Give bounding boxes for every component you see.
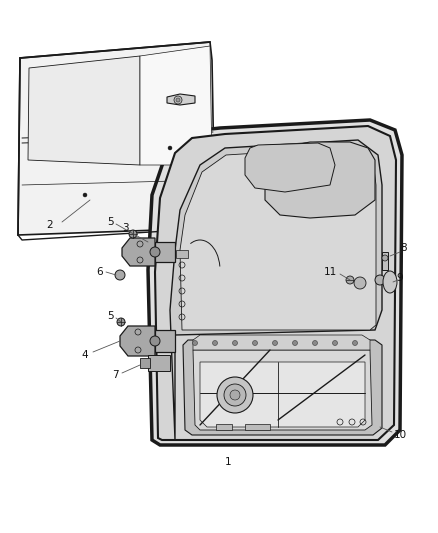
Circle shape — [212, 341, 218, 345]
Circle shape — [375, 275, 385, 285]
Polygon shape — [180, 147, 376, 330]
Circle shape — [129, 230, 137, 238]
Text: 7: 7 — [112, 370, 118, 380]
Circle shape — [176, 98, 180, 102]
Bar — [140, 358, 150, 368]
Polygon shape — [193, 335, 370, 350]
Circle shape — [354, 277, 366, 289]
Bar — [148, 355, 170, 371]
Text: 11: 11 — [323, 267, 337, 277]
Polygon shape — [200, 362, 365, 427]
Text: 2: 2 — [47, 220, 53, 230]
Circle shape — [150, 247, 160, 257]
Polygon shape — [28, 56, 140, 165]
Circle shape — [252, 341, 258, 345]
Text: 6: 6 — [97, 267, 103, 277]
Polygon shape — [167, 94, 195, 105]
Circle shape — [233, 341, 237, 345]
Text: 9: 9 — [397, 273, 403, 283]
Circle shape — [150, 336, 160, 346]
Polygon shape — [122, 238, 155, 266]
Polygon shape — [363, 420, 380, 430]
Text: 4: 4 — [82, 350, 88, 360]
Text: 10: 10 — [393, 430, 406, 440]
Circle shape — [168, 146, 172, 150]
Circle shape — [230, 390, 240, 400]
Circle shape — [217, 377, 253, 413]
Polygon shape — [216, 424, 232, 430]
Circle shape — [192, 341, 198, 345]
Circle shape — [332, 341, 338, 345]
Polygon shape — [245, 143, 335, 192]
Circle shape — [312, 341, 318, 345]
Text: 3: 3 — [122, 223, 128, 233]
Text: 1: 1 — [225, 457, 231, 467]
Circle shape — [115, 270, 125, 280]
Text: 8: 8 — [401, 243, 407, 253]
Circle shape — [293, 341, 297, 345]
Bar — [176, 250, 188, 258]
Polygon shape — [120, 326, 155, 356]
Circle shape — [224, 384, 246, 406]
Circle shape — [353, 341, 357, 345]
Polygon shape — [193, 350, 372, 430]
Text: 5: 5 — [107, 217, 113, 227]
Polygon shape — [155, 242, 175, 262]
Polygon shape — [155, 330, 175, 352]
Polygon shape — [183, 340, 382, 435]
Circle shape — [174, 96, 182, 104]
Circle shape — [346, 276, 354, 284]
Polygon shape — [155, 126, 396, 440]
Circle shape — [117, 318, 125, 326]
Circle shape — [382, 255, 388, 261]
Polygon shape — [140, 46, 212, 165]
Ellipse shape — [383, 271, 397, 293]
Polygon shape — [148, 120, 402, 445]
Polygon shape — [265, 142, 375, 218]
Polygon shape — [170, 140, 382, 440]
Bar — [382, 252, 388, 270]
Polygon shape — [245, 424, 270, 430]
Text: 5: 5 — [107, 311, 113, 321]
Circle shape — [83, 193, 87, 197]
Circle shape — [272, 341, 278, 345]
Polygon shape — [18, 42, 215, 235]
